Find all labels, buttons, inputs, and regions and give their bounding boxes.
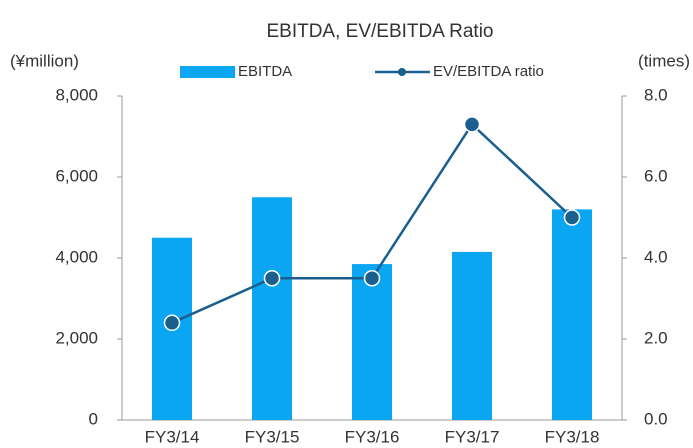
y-tick-label: 0 bbox=[89, 409, 98, 428]
y2-tick-label: 6.0 bbox=[644, 166, 668, 185]
y2-tick-label: 8.0 bbox=[644, 85, 668, 104]
y-tick-label: 2,000 bbox=[55, 328, 98, 347]
y-tick-label: 4,000 bbox=[55, 247, 98, 266]
legend-label: EV/EBITDA ratio bbox=[433, 63, 544, 80]
x-tick-label: FY3/15 bbox=[245, 427, 300, 446]
legend-marker bbox=[398, 68, 406, 76]
line-marker bbox=[263, 270, 281, 287]
line-marker bbox=[463, 116, 481, 133]
bar bbox=[352, 264, 392, 420]
y-tick-label: 6,000 bbox=[55, 166, 98, 185]
x-tick-label: FY3/17 bbox=[445, 427, 500, 446]
line-marker bbox=[563, 209, 581, 226]
y2-tick-label: 2.0 bbox=[644, 328, 668, 347]
x-tick-label: FY3/18 bbox=[545, 427, 600, 446]
chart-title: EBITDA, EV/EBITDA Ratio bbox=[266, 21, 493, 42]
y2-axis-label: (times) bbox=[638, 51, 690, 70]
legend-swatch bbox=[180, 66, 235, 78]
x-tick-label: FY3/16 bbox=[345, 427, 400, 446]
line-marker bbox=[363, 270, 381, 287]
line-marker bbox=[163, 314, 181, 332]
y-axis-label: (¥million) bbox=[10, 51, 79, 70]
y2-tick-label: 0.0 bbox=[644, 409, 668, 428]
legend-label: EBITDA bbox=[238, 63, 292, 80]
bar bbox=[452, 251, 492, 420]
y-tick-label: 8,000 bbox=[55, 85, 98, 104]
bar bbox=[252, 197, 292, 420]
y2-tick-label: 4.0 bbox=[644, 247, 668, 266]
x-tick-label: FY3/14 bbox=[145, 427, 200, 446]
bar bbox=[552, 209, 592, 420]
